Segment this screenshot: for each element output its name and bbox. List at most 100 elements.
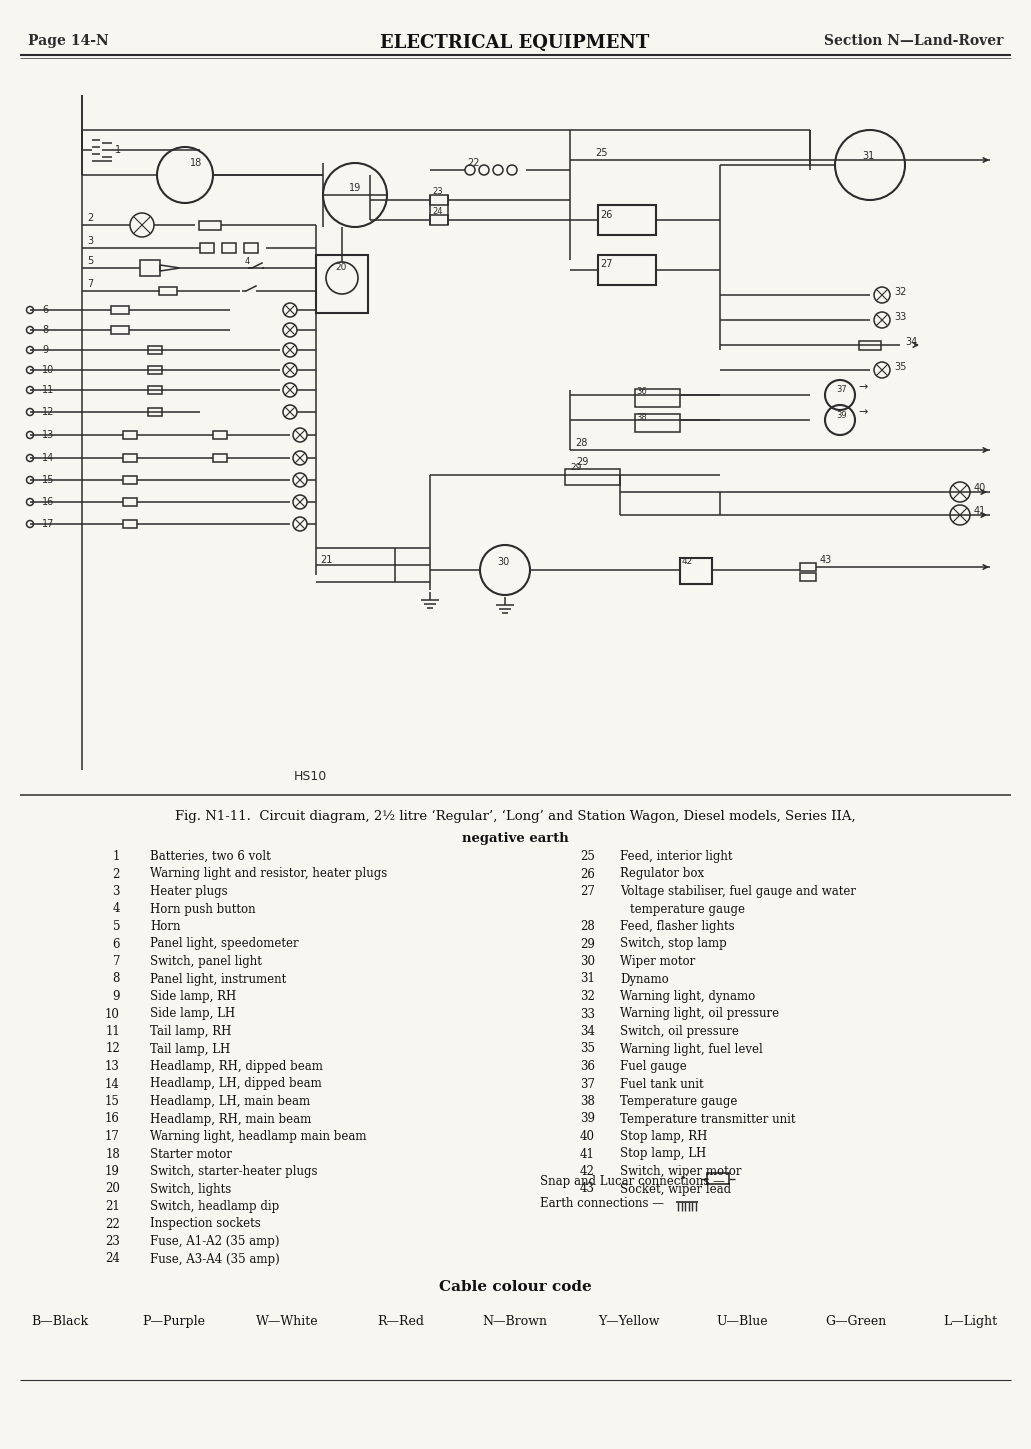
Bar	[148, 385, 162, 394]
Text: 29: 29	[570, 462, 581, 471]
Text: 18: 18	[105, 1148, 120, 1161]
Text: Page 14-N: Page 14-N	[28, 33, 108, 48]
Text: 21: 21	[105, 1200, 120, 1213]
Bar	[123, 520, 137, 527]
Text: 13: 13	[42, 430, 55, 440]
Text: 11: 11	[42, 385, 55, 396]
Text: Warning light, oil pressure: Warning light, oil pressure	[620, 1007, 779, 1020]
Text: 9: 9	[42, 345, 48, 355]
Text: Fuse, A1-A2 (35 amp): Fuse, A1-A2 (35 amp)	[149, 1235, 279, 1248]
Text: Side lamp, RH: Side lamp, RH	[149, 990, 236, 1003]
Text: 28: 28	[575, 438, 588, 448]
Text: 12: 12	[105, 1042, 120, 1055]
Bar	[213, 454, 227, 462]
Bar	[148, 346, 162, 354]
Bar	[123, 498, 137, 506]
Bar	[800, 564, 816, 571]
Text: 13: 13	[105, 1061, 120, 1074]
Text: 37: 37	[580, 1078, 595, 1091]
Text: U—Blue: U—Blue	[717, 1316, 768, 1327]
Text: Socket, wiper lead: Socket, wiper lead	[620, 1182, 731, 1195]
Bar	[680, 558, 712, 584]
Text: P—Purple: P—Purple	[142, 1316, 205, 1327]
Text: 36: 36	[580, 1061, 595, 1074]
Text: 33: 33	[894, 312, 906, 322]
Bar	[800, 572, 816, 581]
Text: 27: 27	[580, 885, 595, 898]
Text: Horn: Horn	[149, 920, 180, 933]
Text: Snap and Lucar connections —: Snap and Lucar connections —	[540, 1175, 725, 1188]
Text: 35: 35	[894, 362, 906, 372]
Text: 19: 19	[105, 1165, 120, 1178]
Text: Regulator box: Regulator box	[620, 868, 704, 881]
Text: 39: 39	[836, 410, 846, 420]
Text: Heater plugs: Heater plugs	[149, 885, 228, 898]
Bar	[213, 430, 227, 439]
Text: Headlamp, RH, main beam: Headlamp, RH, main beam	[149, 1113, 311, 1126]
Text: Switch, panel light: Switch, panel light	[149, 955, 262, 968]
Text: 36: 36	[636, 387, 646, 397]
Text: Horn push button: Horn push button	[149, 903, 256, 916]
Text: 31: 31	[580, 972, 595, 985]
Text: 18: 18	[190, 158, 202, 168]
Text: Batteries, two 6 volt: Batteries, two 6 volt	[149, 851, 271, 864]
Text: 22: 22	[105, 1217, 120, 1230]
Text: 3: 3	[112, 885, 120, 898]
Bar	[199, 222, 221, 230]
Text: Earth connections —: Earth connections —	[540, 1197, 664, 1210]
Text: 33: 33	[580, 1007, 595, 1020]
Text: Switch, wiper motor: Switch, wiper motor	[620, 1165, 741, 1178]
Text: 11: 11	[105, 1024, 120, 1037]
Text: 24: 24	[105, 1252, 120, 1265]
Text: 40: 40	[974, 483, 987, 493]
Text: 14: 14	[105, 1078, 120, 1091]
Text: 9: 9	[112, 990, 120, 1003]
Text: 26: 26	[600, 210, 612, 220]
Text: 1: 1	[115, 145, 121, 155]
Bar	[123, 454, 137, 462]
Text: 37: 37	[836, 385, 846, 394]
Text: Fig. N1-11.  Circuit diagram, 2½ litre ‘Regular’, ‘Long’ and Station Wagon, Dies: Fig. N1-11. Circuit diagram, 2½ litre ‘R…	[174, 810, 856, 823]
Text: ELECTRICAL EQUIPMENT: ELECTRICAL EQUIPMENT	[380, 33, 650, 52]
Text: Tail lamp, RH: Tail lamp, RH	[149, 1024, 231, 1037]
Text: 41: 41	[974, 506, 987, 516]
Text: 31: 31	[862, 151, 874, 161]
Text: Panel light, instrument: Panel light, instrument	[149, 972, 287, 985]
Text: Panel light, speedometer: Panel light, speedometer	[149, 938, 299, 951]
Text: 26: 26	[580, 868, 595, 881]
Text: Voltage stabiliser, fuel gauge and water: Voltage stabiliser, fuel gauge and water	[620, 885, 856, 898]
Text: 32: 32	[894, 287, 906, 297]
Text: 2: 2	[87, 213, 93, 223]
Text: Switch, stop lamp: Switch, stop lamp	[620, 938, 727, 951]
Text: Tail lamp, LH: Tail lamp, LH	[149, 1042, 230, 1055]
Text: 14: 14	[42, 454, 55, 464]
Text: 21: 21	[320, 555, 332, 565]
Bar	[111, 326, 129, 335]
Text: 42: 42	[580, 1165, 595, 1178]
Text: 25: 25	[595, 148, 607, 158]
Text: Starter motor: Starter motor	[149, 1148, 232, 1161]
Text: N—Brown: N—Brown	[483, 1316, 547, 1327]
Text: 34: 34	[580, 1024, 595, 1037]
Text: Section N—Land-Rover: Section N—Land-Rover	[824, 33, 1003, 48]
Text: Warning light, dynamo: Warning light, dynamo	[620, 990, 756, 1003]
Text: 17: 17	[42, 519, 55, 529]
Text: 23: 23	[432, 187, 442, 197]
Bar	[200, 243, 214, 254]
Bar	[565, 469, 620, 485]
Text: 19: 19	[350, 183, 361, 193]
Text: →: →	[858, 407, 867, 417]
Text: temperature gauge: temperature gauge	[630, 903, 745, 916]
Text: 1: 1	[112, 851, 120, 864]
Text: B—Black: B—Black	[31, 1316, 89, 1327]
Text: 23: 23	[105, 1235, 120, 1248]
Text: 27: 27	[600, 259, 612, 270]
Text: 5: 5	[112, 920, 120, 933]
Text: 2: 2	[112, 868, 120, 881]
Text: 43: 43	[820, 555, 832, 565]
Bar	[123, 477, 137, 484]
Text: 24: 24	[432, 207, 442, 216]
Text: Warning light, headlamp main beam: Warning light, headlamp main beam	[149, 1130, 366, 1143]
Text: Feed, flasher lights: Feed, flasher lights	[620, 920, 735, 933]
Text: 20: 20	[335, 264, 346, 272]
